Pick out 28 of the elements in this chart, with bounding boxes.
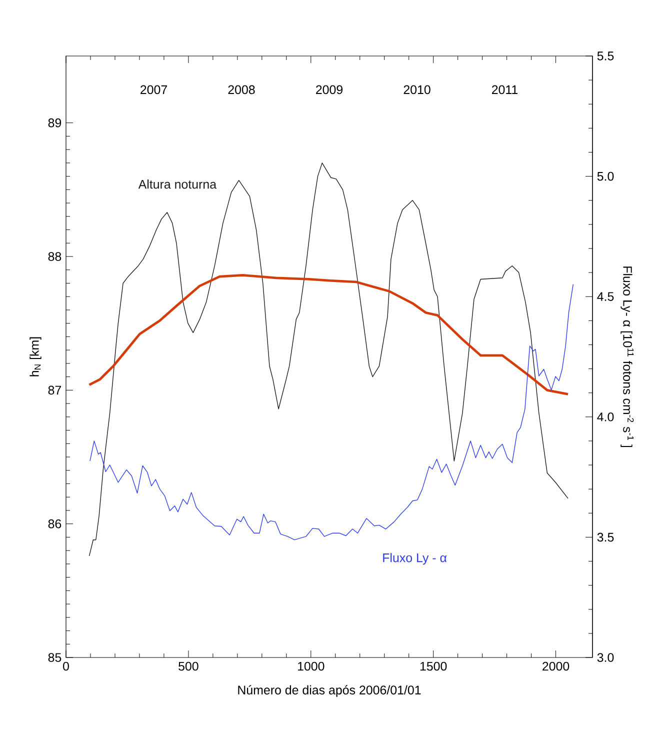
x-axis-title: Número de dias após 2006/01/01 [238, 685, 421, 697]
y2-tick-label: 5.0 [597, 172, 614, 181]
y2-tick-label: 3.5 [597, 532, 614, 542]
x-tick-label: 2000 [542, 662, 570, 671]
annotation: 2008 [228, 85, 255, 94]
y2-axis-title: Fluxo Ly- α [10$^{11}$ fotons cm$^{-2}$ s$^{-1}$ ] [620, 266, 634, 448]
y-tick-label: 85 [48, 653, 62, 662]
line-series [90, 284, 574, 540]
y-tick-label: 87 [48, 386, 62, 395]
y-axis-title: h$_{N}$ [km] [30, 337, 42, 376]
x-tick-label: 1500 [420, 662, 447, 671]
annotation: 2007 [140, 85, 167, 94]
y-tick-label: 89 [48, 118, 62, 128]
y2-tick-label: 3.0 [597, 653, 614, 662]
y-tick-label: 88 [48, 252, 62, 261]
x-tick-label: 0 [63, 662, 69, 671]
line-series [88, 274, 570, 396]
annotation: 2011 [492, 85, 518, 94]
series-label: Fluxo Ly - α [383, 553, 447, 565]
y-tick-label: 86 [48, 519, 62, 528]
series-label: Altura noturna [138, 180, 217, 189]
y2-tick-label: 5.5 [597, 52, 614, 60]
y2-tick-label: 4.0 [597, 412, 614, 422]
annotation: 2010 [404, 85, 430, 94]
annotation: 2009 [316, 85, 343, 94]
y2-tick-label: 4.5 [597, 292, 614, 301]
x-tick-label: 500 [178, 662, 198, 671]
x-tick-label: 1000 [298, 662, 324, 671]
